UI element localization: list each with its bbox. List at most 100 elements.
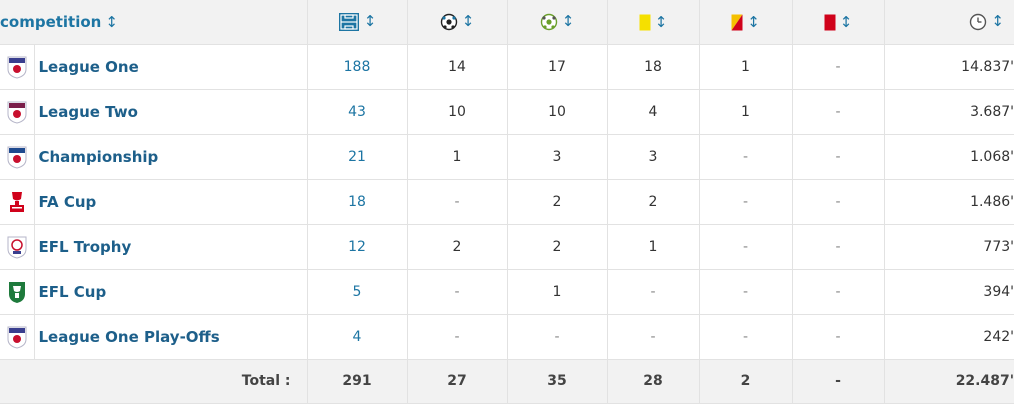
goals-cell: 14 xyxy=(407,44,508,90)
efl-cup-logo-icon xyxy=(8,281,25,303)
minutes-cell: 1.486' xyxy=(884,179,1014,225)
second-yellow-cell: 1 xyxy=(699,44,793,90)
competition-column-header[interactable]: competition ↕ xyxy=(0,0,308,45)
sort-icon[interactable]: ↕ xyxy=(105,12,118,31)
appearances-cell[interactable]: 5 xyxy=(307,269,408,315)
logo-cell xyxy=(0,314,35,360)
total-red-cards: - xyxy=(792,359,885,404)
competition-link[interactable]: League One xyxy=(38,57,139,76)
assists-cell: - xyxy=(507,314,608,360)
table-row: League Two 43 10 10 4 1 - 3.687' xyxy=(0,89,1014,135)
red-cards-cell: - xyxy=(792,134,885,180)
yellow-cards-cell: 18 xyxy=(607,44,700,90)
sort-icon[interactable]: ↕ xyxy=(991,12,1004,31)
minutes-cell: 3.687' xyxy=(884,89,1014,135)
assists-cell: 17 xyxy=(507,44,608,90)
assists-cell: 2 xyxy=(507,224,608,270)
efl-trophy-logo-icon xyxy=(7,236,27,259)
appearances-cell[interactable]: 18 xyxy=(307,179,408,225)
competition-name-cell: Championship xyxy=(34,134,308,180)
fa-cup-logo-icon xyxy=(9,191,24,212)
second-yellow-cell: 1 xyxy=(699,89,793,135)
total-second-yellow: 2 xyxy=(699,359,793,404)
goals-cell: 2 xyxy=(407,224,508,270)
league-one-playoffs-logo-icon xyxy=(7,326,27,349)
assist-ball-icon xyxy=(540,14,557,31)
goals-cell: - xyxy=(407,269,508,315)
competition-link[interactable]: League One Play-Offs xyxy=(38,327,220,346)
pitch-icon xyxy=(338,12,359,31)
table-row: EFL Trophy 12 2 2 1 - - 773' xyxy=(0,224,1014,270)
logo-cell xyxy=(0,224,35,270)
red-cards-column-header[interactable]: ↕ xyxy=(792,0,885,45)
minutes-column-header[interactable]: ↕ xyxy=(884,0,1014,45)
red-cards-cell: - xyxy=(792,314,885,360)
logo-cell xyxy=(0,134,35,180)
appearances-cell[interactable]: 21 xyxy=(307,134,408,180)
logo-cell xyxy=(0,44,35,90)
yellow-cards-cell: - xyxy=(607,269,700,315)
sort-icon[interactable]: ↕ xyxy=(363,11,377,30)
yellow-cards-cell: 2 xyxy=(607,179,700,225)
red-cards-cell: - xyxy=(792,89,885,135)
goals-cell: 1 xyxy=(407,134,508,180)
competition-link[interactable]: EFL Cup xyxy=(38,282,107,301)
appearances-cell[interactable]: 4 xyxy=(307,314,408,360)
red-cards-cell: - xyxy=(792,224,885,270)
competition-header-label: competition xyxy=(0,12,102,31)
red-card-icon xyxy=(824,14,836,31)
yellow-red-card-icon xyxy=(731,14,743,31)
league-two-logo-icon xyxy=(7,101,27,124)
second-yellow-cell: - xyxy=(699,269,793,315)
total-minutes: 22.487' xyxy=(884,359,1014,404)
totals-label: Total : xyxy=(0,359,308,404)
assists-cell: 1 xyxy=(507,269,608,315)
sort-icon[interactable]: ↕ xyxy=(461,12,475,31)
competition-link[interactable]: Championship xyxy=(38,147,159,166)
second-yellow-cell: - xyxy=(699,224,793,270)
red-cards-cell: - xyxy=(792,179,885,225)
sort-icon[interactable]: ↕ xyxy=(747,12,760,31)
red-cards-cell: - xyxy=(792,269,885,315)
competition-link[interactable]: FA Cup xyxy=(38,192,97,211)
goals-cell: 10 xyxy=(407,89,508,135)
sort-icon[interactable]: ↕ xyxy=(839,12,853,31)
table-row: League One 188 14 17 18 1 - 14.837' xyxy=(0,44,1014,90)
assists-cell: 10 xyxy=(507,89,608,135)
competition-name-cell: EFL Trophy xyxy=(34,224,308,270)
competition-link[interactable]: EFL Trophy xyxy=(38,237,132,256)
minutes-cell: 242' xyxy=(884,314,1014,360)
total-yellow-cards: 28 xyxy=(607,359,700,404)
competition-name-cell: League One Play-Offs xyxy=(34,314,308,360)
assists-cell: 2 xyxy=(507,179,608,225)
appearances-cell[interactable]: 12 xyxy=(307,224,408,270)
goals-column-header[interactable]: ↕ xyxy=(407,0,508,45)
competition-name-cell: FA Cup xyxy=(34,179,308,225)
yellow-cards-cell: 3 xyxy=(607,134,700,180)
sort-icon[interactable]: ↕ xyxy=(654,12,668,31)
second-yellow-cell: - xyxy=(699,134,793,180)
logo-cell xyxy=(0,179,35,225)
minutes-cell: 394' xyxy=(884,269,1014,315)
second-yellow-cell: - xyxy=(699,314,793,360)
competition-name-cell: EFL Cup xyxy=(34,269,308,315)
appearances-column-header[interactable]: ↕ xyxy=(307,0,408,45)
yellow-cards-cell: 1 xyxy=(607,224,700,270)
yellow-cards-cell: 4 xyxy=(607,89,700,135)
table-row: Championship 21 1 3 3 - - 1.068' xyxy=(0,134,1014,180)
header-row: competition ↕ ↕ ↕ ↕ ↕ ↕ ↕ ↕ xyxy=(0,0,1014,45)
competition-link[interactable]: League Two xyxy=(38,102,138,121)
appearances-cell[interactable]: 188 xyxy=(307,44,408,90)
assists-column-header[interactable]: ↕ xyxy=(507,0,608,45)
table-row: FA Cup 18 - 2 2 - - 1.486' xyxy=(0,179,1014,225)
league-one-logo-icon xyxy=(7,56,27,79)
appearances-cell[interactable]: 43 xyxy=(307,89,408,135)
minutes-cell: 773' xyxy=(884,224,1014,270)
second-yellow-column-header[interactable]: ↕ xyxy=(699,0,793,45)
yellow-cards-column-header[interactable]: ↕ xyxy=(607,0,700,45)
sort-icon[interactable]: ↕ xyxy=(561,12,575,31)
total-appearances: 291 xyxy=(307,359,408,404)
totals-row: Total : 291 27 35 28 2 - 22.487' xyxy=(0,359,1014,404)
logo-cell xyxy=(0,269,35,315)
